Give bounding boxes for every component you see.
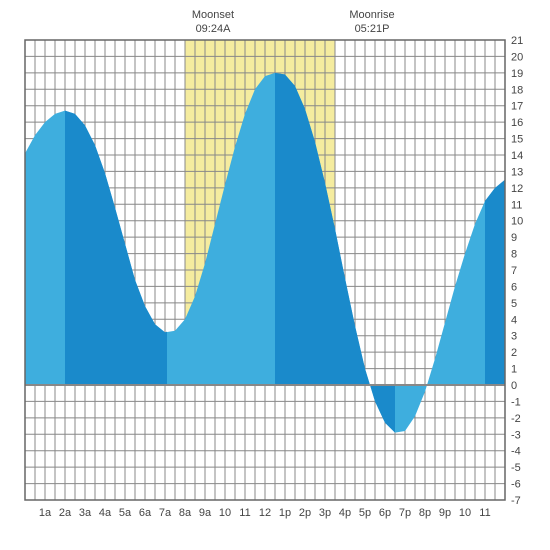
y-tick-label: 20 bbox=[511, 51, 523, 63]
y-tick-label: -6 bbox=[511, 479, 521, 491]
x-tick-label: 3p bbox=[319, 507, 331, 519]
y-tick-label: 10 bbox=[511, 216, 523, 228]
x-tick-label: 10 bbox=[459, 507, 471, 519]
y-tick-label: 11 bbox=[511, 199, 522, 211]
x-tick-label: 11 bbox=[479, 507, 490, 519]
y-tick-label: 0 bbox=[511, 380, 517, 392]
y-tick-label: 3 bbox=[511, 331, 517, 343]
y-tick-label: 15 bbox=[511, 134, 523, 146]
y-tick-label: 18 bbox=[511, 84, 523, 96]
x-tick-label: 5p bbox=[359, 507, 371, 519]
y-tick-label: 1 bbox=[511, 364, 517, 376]
y-tick-label: 5 bbox=[511, 298, 517, 310]
x-tick-label: 8a bbox=[179, 507, 192, 519]
annotation-label: Moonrise bbox=[349, 9, 394, 21]
x-tick-label: 1a bbox=[39, 507, 52, 519]
annotation-label: Moonset bbox=[192, 9, 234, 21]
x-tick-label: 5a bbox=[119, 507, 132, 519]
x-tick-label: 9p bbox=[439, 507, 451, 519]
y-tick-label: 12 bbox=[511, 183, 523, 195]
y-tick-label: -3 bbox=[511, 429, 521, 441]
x-tick-label: 2a bbox=[59, 507, 72, 519]
y-tick-label: 2 bbox=[511, 347, 517, 359]
x-tick-label: 11 bbox=[239, 507, 250, 519]
y-tick-label: -7 bbox=[511, 495, 521, 507]
y-tick-label: -2 bbox=[511, 413, 521, 425]
y-tick-label: 6 bbox=[511, 281, 517, 293]
x-tick-label: 6a bbox=[139, 507, 152, 519]
x-tick-label: 7a bbox=[159, 507, 172, 519]
annotation-time: 09:24A bbox=[196, 23, 232, 35]
y-tick-label: 8 bbox=[511, 249, 517, 261]
y-tick-label: 4 bbox=[511, 314, 517, 326]
x-tick-label: 3a bbox=[79, 507, 92, 519]
y-tick-label: 17 bbox=[511, 101, 523, 113]
x-tick-label: 8p bbox=[419, 507, 431, 519]
y-tick-label: 13 bbox=[511, 166, 523, 178]
x-tick-label: 7p bbox=[399, 507, 411, 519]
y-tick-label: 16 bbox=[511, 117, 523, 129]
annotation-time: 05:21P bbox=[355, 23, 390, 35]
y-tick-label: 7 bbox=[511, 265, 517, 277]
tide-area-dark bbox=[485, 180, 505, 385]
y-tick-label: 14 bbox=[511, 150, 523, 162]
tide-chart: -7-6-5-4-3-2-101234567891011121314151617… bbox=[0, 0, 550, 550]
x-tick-label: 4a bbox=[99, 507, 112, 519]
x-tick-label: 12 bbox=[259, 507, 271, 519]
x-tick-label: 9a bbox=[199, 507, 212, 519]
y-tick-label: -1 bbox=[511, 396, 521, 408]
y-tick-label: -4 bbox=[511, 446, 521, 458]
x-tick-label: 2p bbox=[299, 507, 311, 519]
x-tick-label: 4p bbox=[339, 507, 351, 519]
y-tick-label: 9 bbox=[511, 232, 517, 244]
x-tick-label: 1p bbox=[279, 507, 291, 519]
y-tick-label: 21 bbox=[511, 35, 523, 47]
chart-svg: -7-6-5-4-3-2-101234567891011121314151617… bbox=[0, 0, 550, 550]
y-tick-label: -5 bbox=[511, 462, 521, 474]
x-tick-label: 6p bbox=[379, 507, 391, 519]
x-tick-label: 10 bbox=[219, 507, 231, 519]
y-tick-label: 19 bbox=[511, 68, 523, 80]
